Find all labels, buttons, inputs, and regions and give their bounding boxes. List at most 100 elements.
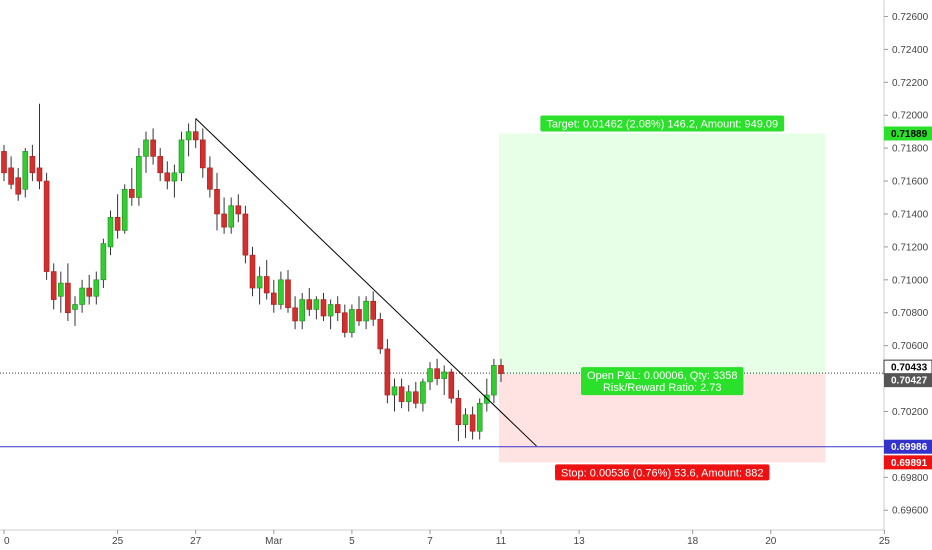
- candle-up[interactable]: [278, 271, 284, 310]
- candle-up[interactable]: [171, 164, 178, 198]
- candle-body: [320, 299, 327, 317]
- candle-up[interactable]: [363, 296, 369, 330]
- candle-down[interactable]: [200, 128, 206, 178]
- candle-down[interactable]: [50, 263, 57, 310]
- pnl-label: Open P&L: 0.00006, Qty: 3358 Risk/Reward…: [581, 367, 744, 396]
- candle-down[interactable]: [334, 296, 341, 321]
- candle-up[interactable]: [299, 292, 306, 330]
- candle-body: [263, 276, 270, 294]
- candle-up[interactable]: [327, 299, 334, 330]
- candle-up[interactable]: [349, 304, 355, 338]
- candle-down[interactable]: [86, 274, 92, 305]
- candle-up[interactable]: [491, 358, 497, 404]
- candle-down[interactable]: [320, 292, 327, 321]
- time-tick-label: 7: [427, 536, 433, 547]
- candle-down[interactable]: [114, 194, 121, 239]
- candle-down[interactable]: [455, 390, 462, 442]
- candle-down[interactable]: [214, 172, 220, 231]
- candle-down[interactable]: [242, 205, 249, 264]
- candle-body: [72, 304, 78, 310]
- candle-down[interactable]: [270, 279, 277, 313]
- candle-up[interactable]: [441, 365, 448, 396]
- candle-down[interactable]: [157, 148, 163, 182]
- candle-up[interactable]: [100, 238, 107, 289]
- candle-down[interactable]: [65, 263, 71, 321]
- candle-up[interactable]: [136, 148, 142, 206]
- candle-down[interactable]: [341, 304, 348, 338]
- candle-down[interactable]: [249, 246, 256, 297]
- candle-body: [370, 300, 377, 320]
- candle-up[interactable]: [79, 279, 85, 313]
- price-tag-current: 0.70433: [883, 359, 932, 375]
- candle-down[interactable]: [498, 358, 504, 382]
- candle-up[interactable]: [107, 210, 114, 256]
- candle-up[interactable]: [143, 131, 149, 173]
- candle-down[interactable]: [221, 197, 227, 234]
- price-tick-label: 0.71600: [892, 177, 929, 188]
- time-tick-label: 13: [574, 536, 586, 547]
- candle-body: [171, 172, 178, 182]
- candle-down[interactable]: [356, 296, 362, 326]
- candle-up[interactable]: [462, 408, 469, 438]
- candle-up[interactable]: [228, 197, 234, 234]
- candle-up[interactable]: [483, 378, 490, 412]
- candle-down[interactable]: [43, 172, 50, 280]
- candle-up[interactable]: [22, 148, 29, 198]
- candle-down[interactable]: [29, 144, 36, 182]
- candle-down[interactable]: [36, 103, 43, 190]
- candle-down[interactable]: [15, 167, 21, 201]
- candle-down[interactable]: [398, 378, 405, 409]
- candle-down[interactable]: [412, 381, 419, 409]
- candle-up[interactable]: [72, 296, 78, 326]
- candle-up[interactable]: [405, 385, 412, 412]
- candle-down[interactable]: [8, 156, 14, 190]
- candle-body: [384, 348, 391, 396]
- candle-up[interactable]: [93, 271, 100, 305]
- candle-down[interactable]: [129, 167, 135, 206]
- candle-down[interactable]: [192, 118, 199, 149]
- candle-up[interactable]: [427, 362, 433, 391]
- candle-body: [36, 167, 43, 182]
- candle-down[interactable]: [285, 269, 291, 313]
- candle-up[interactable]: [121, 184, 128, 234]
- candle-down[interactable]: [235, 194, 242, 223]
- candle-down[interactable]: [434, 358, 440, 386]
- candle-down[interactable]: [263, 260, 270, 300]
- candle-down[interactable]: [164, 161, 171, 190]
- candle-up[interactable]: [57, 271, 64, 313]
- candle-up[interactable]: [313, 296, 320, 320]
- candle-down[interactable]: [448, 368, 455, 404]
- candle-body: [391, 386, 398, 396]
- candle-body: [483, 394, 490, 404]
- candle-down[interactable]: [1, 144, 7, 182]
- target-label: Target: 0.01462 (2.08%) 146.2, Amount: 9…: [540, 115, 785, 132]
- candle-down[interactable]: [207, 156, 213, 198]
- candle-down[interactable]: [469, 406, 476, 440]
- candle-down[interactable]: [384, 339, 391, 404]
- candle-down[interactable]: [292, 296, 298, 330]
- candle-body: [434, 368, 440, 379]
- candle-body: [121, 188, 128, 231]
- candle-down[interactable]: [377, 312, 384, 354]
- candle-up[interactable]: [391, 378, 398, 412]
- candle-body: [235, 205, 242, 215]
- candle-body: [50, 271, 57, 300]
- candle-up[interactable]: [476, 398, 483, 440]
- target-text: Target: 0.01462 (2.08%) 146.2, Amount: 9…: [546, 118, 778, 130]
- candle-body: [306, 299, 313, 310]
- candle-body: [398, 386, 405, 402]
- candle-up[interactable]: [185, 123, 192, 157]
- candle-down[interactable]: [306, 288, 313, 317]
- candle-up[interactable]: [256, 266, 263, 305]
- candle-body: [43, 180, 50, 272]
- stop-label: Stop: 0.00536 (0.76%) 53.6, Amount: 882: [555, 464, 770, 481]
- candle-body: [469, 414, 476, 432]
- candle-body: [349, 309, 355, 333]
- candle-body: [129, 188, 135, 198]
- candle-down[interactable]: [370, 291, 377, 326]
- candle-up[interactable]: [420, 378, 426, 412]
- candle-up[interactable]: [178, 131, 185, 182]
- trend-line[interactable]: [195, 118, 537, 447]
- candle-down[interactable]: [150, 128, 156, 165]
